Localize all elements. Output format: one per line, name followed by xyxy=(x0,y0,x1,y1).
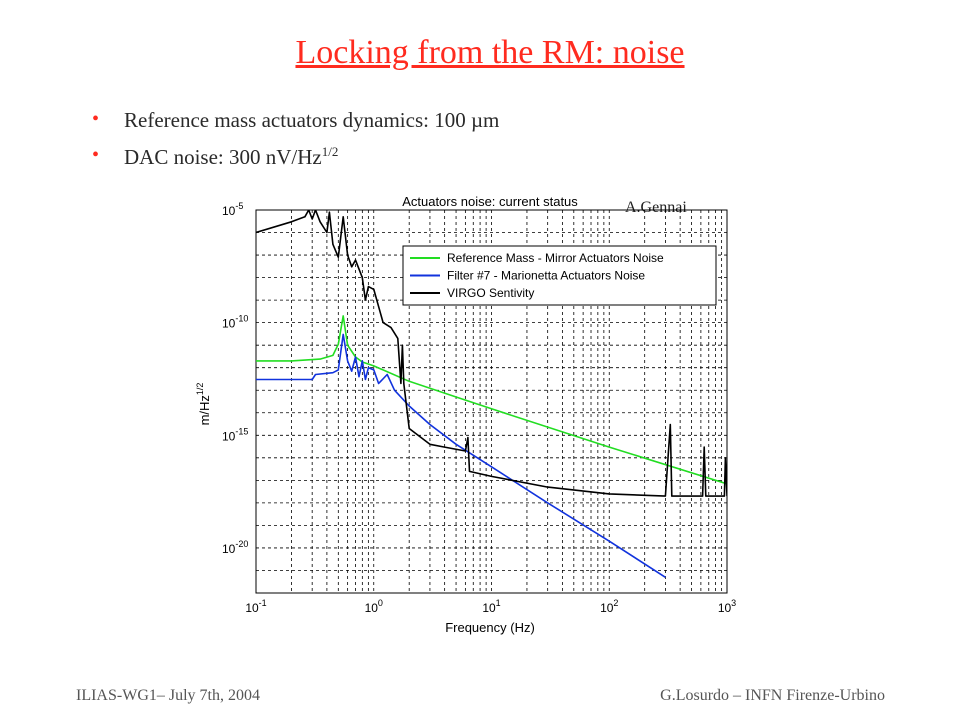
y-tick-label: 10-20 xyxy=(222,539,248,556)
legend-label-filter-7: Filter #7 - Marionetta Actuators Noise xyxy=(447,269,645,283)
plot-frame xyxy=(255,209,728,594)
legend-label-virgo-sensitivity: VIRGO Sentivity xyxy=(447,286,534,300)
series-layer xyxy=(256,210,727,578)
legend-box xyxy=(402,245,717,306)
bullet-dot-icon: • xyxy=(92,144,100,166)
series-line-virgo-sensitivity xyxy=(256,210,727,497)
x-tick-label: 100 xyxy=(365,598,383,615)
grid-layer xyxy=(256,210,727,593)
bullet-item: • DAC noise: 300 nV/Hz1/2 xyxy=(88,144,499,180)
chart-title: Actuators noise: current status xyxy=(402,194,578,209)
y-tick-label: 10-5 xyxy=(222,201,243,218)
x-axis-title: Frequency (Hz) xyxy=(445,620,535,635)
x-tick-label: 101 xyxy=(482,598,500,615)
y-tick-label: 10-15 xyxy=(222,426,248,443)
y-tick-label: 10-10 xyxy=(222,314,248,331)
bullet-superscript: 1/2 xyxy=(321,144,339,159)
bullet-item: • Reference mass actuators dynamics: 100… xyxy=(88,108,499,144)
y-axis-title-exp: 1/2 xyxy=(195,383,205,396)
y-axis-title: m/Hz1/2 xyxy=(195,383,212,426)
footer-right: G.Losurdo – INFN Firenze-Urbino xyxy=(660,687,885,704)
x-tick-label: 103 xyxy=(718,598,736,615)
footer-left: ILIAS-WG1– July 7th, 2004 xyxy=(76,687,260,704)
legend-label-reference-mass: Reference Mass - Mirror Actuators Noise xyxy=(447,251,664,265)
x-tick-label: 102 xyxy=(600,598,618,615)
chart-credit: A.Gennai xyxy=(625,199,687,216)
bullet-list: • Reference mass actuators dynamics: 100… xyxy=(88,108,499,180)
bullet-text: DAC noise: 300 nV/Hz xyxy=(124,145,322,169)
bullet-dot-icon: • xyxy=(92,108,100,130)
x-tick-label: 10-1 xyxy=(245,598,266,615)
series-line-filter-7 xyxy=(256,333,666,578)
bullet-text: Reference mass actuators dynamics: 100 µ… xyxy=(124,108,500,132)
ticks-layer: 10-1 100 101 102 103 10-5 10-10 10-15 10-20 xyxy=(222,201,736,615)
chart-legend: Reference Mass - Mirror Actuators Noise F… xyxy=(402,245,717,306)
slide-title: Locking from the RM: noise xyxy=(295,34,685,71)
y-axis-title-base: m/Hz xyxy=(197,395,212,425)
